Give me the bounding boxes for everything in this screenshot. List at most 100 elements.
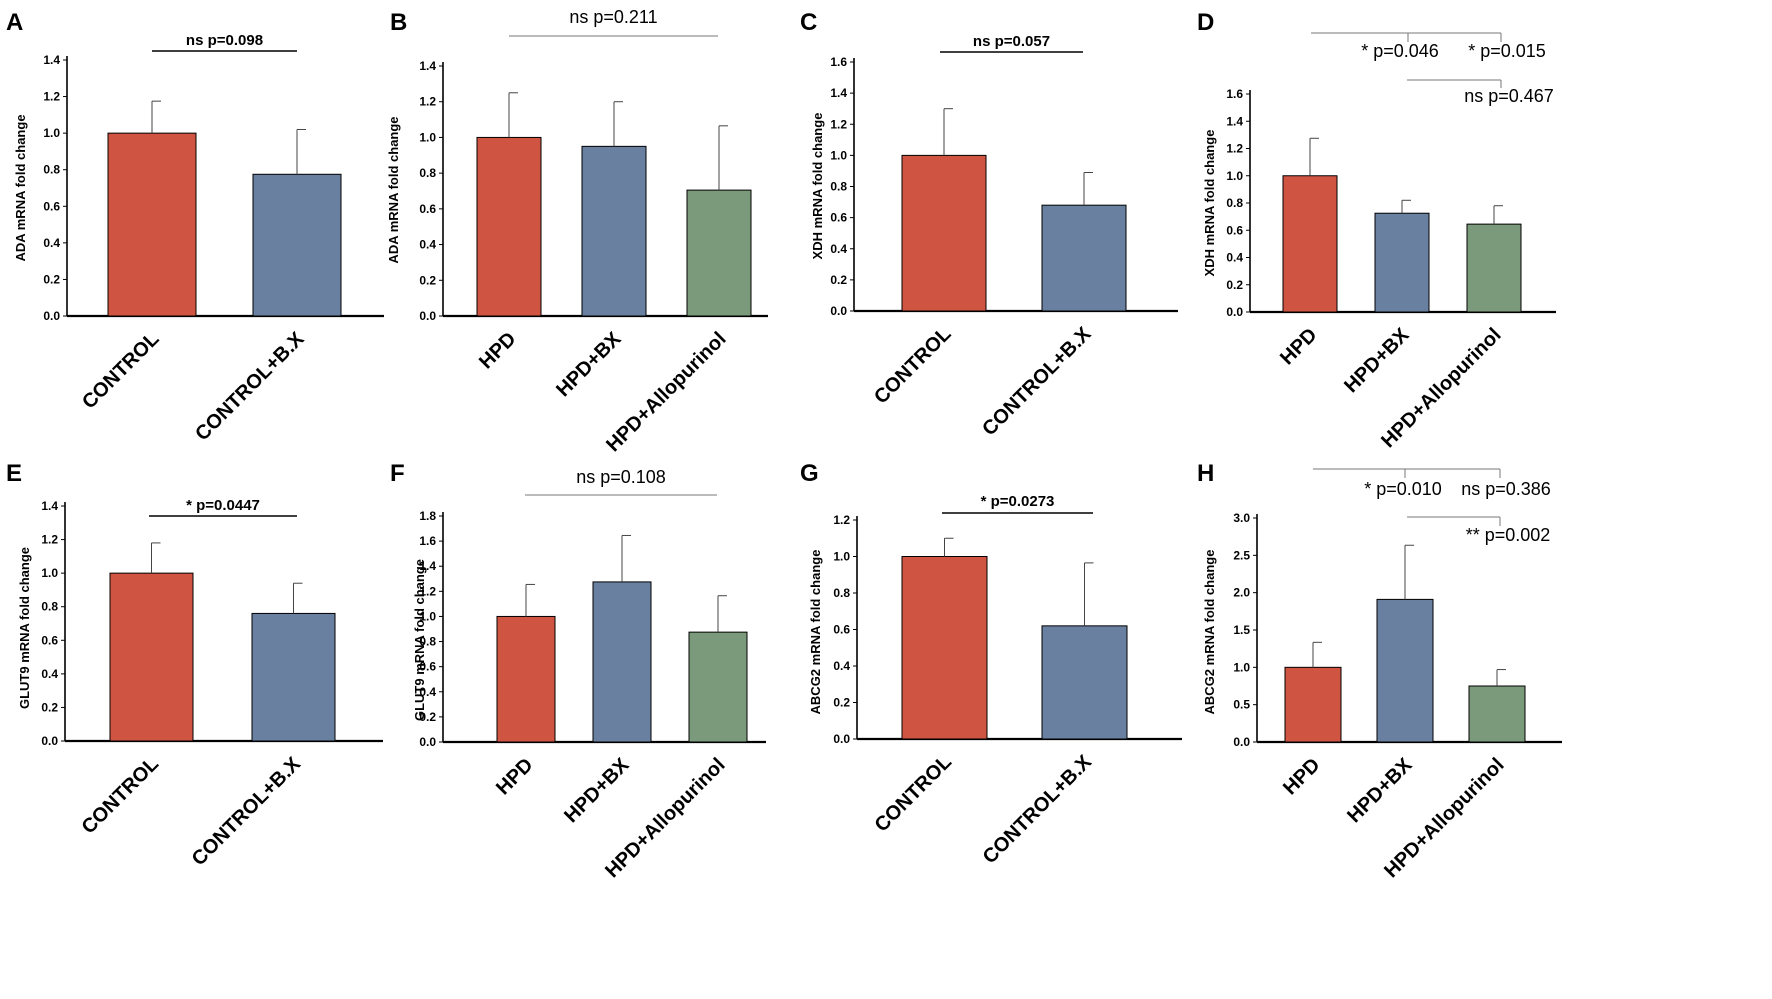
x-category-label: CONTROL [870,323,955,408]
panel-letter: F [390,460,405,487]
y-tick-label: 1.6 [419,534,436,548]
y-tick-label: 2.5 [1233,548,1250,562]
significance-label: * p=0.046 [1361,41,1439,61]
y-tick-label: 1.4 [41,499,58,513]
panel-letter: E [6,460,22,487]
x-category-label: HPD+BX [560,754,634,828]
y-tick-label: 0.2 [419,273,436,287]
y-tick-label: 1.2 [43,90,60,104]
chart-panel-a: A ADA mRNA fold change 0.0 0.2 0.4 0.6 0.8 1.0 1… [6,9,384,445]
y-axis-label: GLUT9 mRNA fold change [17,547,32,709]
significance-label: ** p=0.002 [1466,525,1551,545]
y-tick-label: 1.4 [419,59,436,73]
chart-panel-g: G ABCG2 mRNA fold change 0.0 0.2 0.4 0.6 0.8 1.… [800,460,1182,868]
bar-1 [901,154,987,312]
y-tick-label: 0.0 [419,735,436,749]
y-tick-label: 1.2 [41,533,58,547]
panel-letter: A [6,9,23,36]
y-tick-label: 0.0 [1226,305,1243,319]
bar-2 [1374,212,1430,313]
bar-2 [1041,204,1127,312]
bar-1 [901,556,988,740]
x-category-label: HPD [475,328,520,373]
x-category-label: CONTROL+B.X [191,328,309,446]
bar-2 [581,145,647,317]
x-category-label: CONTROL [78,753,163,838]
significance-label: * p=0.015 [1468,41,1546,61]
y-tick-label: 0.4 [1226,251,1243,265]
y-tick-label: 1.2 [419,584,436,598]
y-tick-label: 1.0 [1226,169,1243,183]
y-tick-label: 0.8 [41,600,58,614]
significance-label: * p=0.0273 [981,493,1055,510]
panel-letter: G [800,460,819,487]
y-tick-label: 1.6 [830,55,847,69]
y-tick-label: 0.4 [43,236,60,250]
bar-2 [1376,598,1434,743]
y-tick-label: 0.6 [1226,223,1243,237]
x-category-label: CONTROL+B.X [978,323,1096,441]
y-tick-label: 1.2 [830,117,847,131]
y-tick-label: 1.4 [419,559,436,573]
y-axis-label: ABCG2 mRNA fold change [808,550,823,715]
bar-3 [686,189,752,317]
chart-panel-b: B ADA mRNA fold change 0.0 0.2 0.4 0.6 0.8 1.0 1… [386,7,768,456]
y-tick-label: 1.5 [1233,623,1250,637]
x-category-label: HPD [1279,754,1324,799]
y-tick-label: 0.8 [419,635,436,649]
significance-label: ns p=0.211 [569,7,657,27]
bar-1 [476,136,542,317]
y-tick-label: 1.0 [43,126,60,140]
x-category-label: HPD [492,754,537,799]
chart-panel-e: E GLUT9 mRNA fold change 0.0 0.2 0.4 0.6 0.8 1.… [6,460,383,870]
y-tick-label: 1.2 [419,95,436,109]
panel-letter: D [1197,9,1214,36]
y-tick-label: 0.8 [830,180,847,194]
y-axis-label: ABCG2 mRNA fold change [1202,550,1217,715]
significance-label: * p=0.0447 [186,497,260,514]
y-tick-label: 0.2 [830,273,847,287]
y-tick-label: 0.2 [419,710,436,724]
y-axis-label: ADA mRNA fold change [386,116,401,263]
significance-label: ns p=0.098 [186,32,263,49]
y-tick-label: 2.0 [1233,586,1250,600]
y-tick-label: 1.0 [41,566,58,580]
y-tick-label: 0.4 [833,659,850,673]
x-category-label: HPD+BX [1343,754,1417,828]
y-tick-label: 0.8 [419,166,436,180]
panel-letter: B [390,9,407,36]
bar-1 [109,572,194,742]
y-tick-label: 0.2 [41,700,58,714]
panel-letter: H [1197,460,1214,487]
significance-label: ns p=0.386 [1461,479,1551,499]
y-tick-label: 0.6 [830,211,847,225]
y-tick-label: 0.0 [41,734,58,748]
bar-2 [252,173,342,317]
y-tick-label: 0.4 [419,685,436,699]
bar-3 [1466,223,1522,313]
y-tick-label: 1.0 [419,130,436,144]
y-tick-label: 0.0 [43,309,60,323]
y-tick-label: 0.2 [1226,278,1243,292]
y-tick-label: 0.6 [419,660,436,674]
bar-3 [1468,685,1526,743]
y-tick-label: 1.0 [419,609,436,623]
y-tick-label: 0.0 [419,309,436,323]
bar-2 [1041,625,1128,740]
y-tick-label: 0.0 [833,732,850,746]
y-tick-label: 1.4 [1226,114,1243,128]
y-tick-label: 1.0 [830,148,847,162]
y-tick-label: 0.5 [1233,698,1250,712]
bar-2 [251,612,336,742]
y-axis-label: ADA mRNA fold change [13,114,28,261]
x-category-label: HPD [1276,324,1321,369]
x-category-label: HPD+BX [552,328,626,402]
y-tick-label: 0.6 [833,623,850,637]
y-tick-label: 0.6 [43,199,60,213]
y-tick-label: 0.8 [833,586,850,600]
y-tick-label: 0.2 [833,696,850,710]
bar-1 [496,615,556,743]
y-tick-label: 1.4 [43,53,60,67]
y-tick-label: 1.4 [830,86,847,100]
